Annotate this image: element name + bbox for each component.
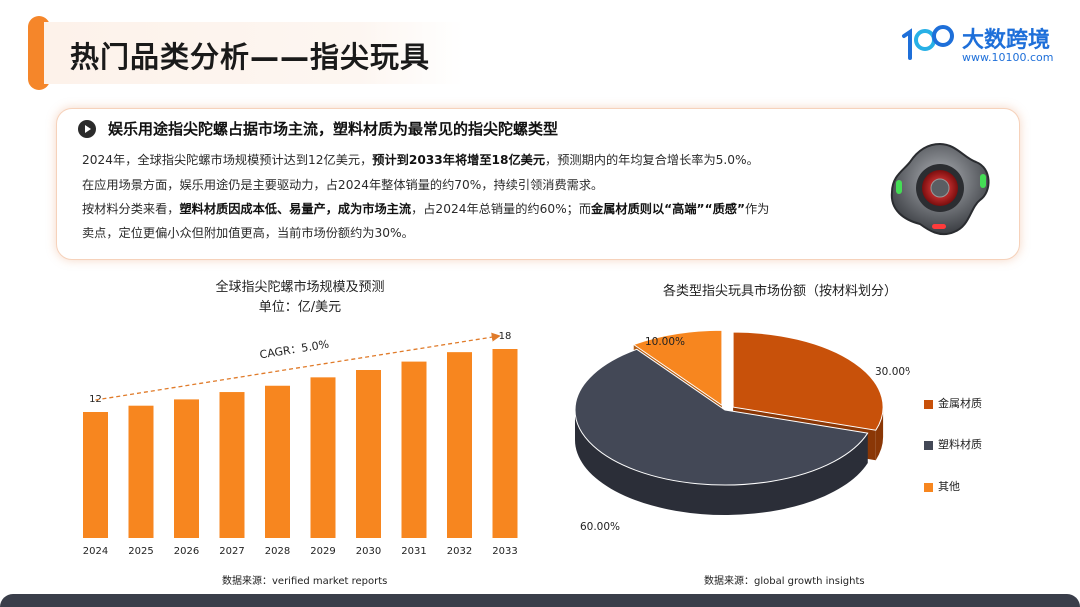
summary-paragraph-1: 2024年，全球指尖陀螺市场规模预计达到12亿美元，预计到2033年将增至18亿… <box>82 150 759 170</box>
summary-paragraph-3: 按材料分类来看，塑料材质因成本低、易量产，成为市场主流，占2024年总销量的约6… <box>82 199 769 219</box>
p1-text-a: 2024年，全球指尖陀螺市场规模预计达到12亿美元， <box>82 153 373 167</box>
p3-text-c: ，占2024年总销量的约60%；而 <box>411 202 592 216</box>
pie-label-plastic: 60.00% <box>580 521 620 533</box>
pie-label-metal: 30.00% <box>875 366 910 378</box>
p3-text-b: 塑料材质因成本低、易量产，成为市场主流 <box>179 202 412 216</box>
x-tick-2026: 2026 <box>174 546 199 557</box>
bar-2030 <box>356 370 381 538</box>
bar-2032 <box>447 352 472 538</box>
legend-swatch-metal <box>924 399 933 409</box>
logo-mark-icon <box>902 25 954 60</box>
pie-label-other: 10.00% <box>645 336 685 348</box>
bar-chart-title: 全球指尖陀螺市场规模及预测 <box>215 280 385 295</box>
summary-paragraph-4: 卖点，定位更偏小众但附加值更高，当前市场份额约为30%。 <box>82 226 414 240</box>
x-tick-2025: 2025 <box>128 546 153 557</box>
bar-2024 <box>83 412 108 538</box>
legend-item-other: 其他 <box>924 478 960 494</box>
x-tick-2031: 2031 <box>401 546 426 557</box>
pie-chart-source: 数据来源：global growth insights <box>704 576 865 587</box>
x-tick-2030: 2030 <box>356 546 381 557</box>
bar-2029 <box>310 377 336 538</box>
pie-slice-plastic <box>574 348 869 486</box>
legend-label-other: 其他 <box>938 480 960 493</box>
p1-text-b: 预计到2033年将增至18亿美元 <box>372 153 546 167</box>
summary-paragraph-2: 在应用场景方面，娱乐用途仍是主要驱动力，占2024年整体销量的约70%，持续引领… <box>82 178 604 192</box>
bar-2027 <box>219 392 245 538</box>
cagr-trend-arrow <box>95 332 501 401</box>
x-tick-2032: 2032 <box>447 546 472 557</box>
summary-heading: 娱乐用途指尖陀螺占据市场主流，塑料材质为最常见的指尖陀螺类型 <box>108 120 559 138</box>
legend-swatch-plastic <box>924 440 933 450</box>
x-tick-2024: 2024 <box>83 546 108 557</box>
legend-label-plastic: 塑料材质 <box>938 438 982 451</box>
p1-text-c: ，预测期内的年均复合增长率为5.0%。 <box>545 153 759 167</box>
bar-chart-source: 数据来源：verified market reports <box>222 576 388 587</box>
bar-2033 <box>492 349 518 538</box>
page-title: 热门品类分析——指尖玩具 <box>70 40 431 74</box>
logo-url: www.10100.com <box>962 51 1054 64</box>
legend-item-plastic: 塑料材质 <box>924 436 982 452</box>
p3-text-a: 按材料分类来看， <box>82 202 180 216</box>
p3-text-d: 金属材质则以“高端”“质感” <box>591 202 745 216</box>
cagr-annotation: CAGR：5.0% <box>259 338 330 362</box>
pie-chart-title: 各类型指尖玩具市场份额（按材料划分） <box>662 284 897 299</box>
logo-name: 大数跨境 <box>962 28 1051 53</box>
p3-text-e: 作为 <box>744 202 770 216</box>
legend-item-metal: 金属材质 <box>924 395 982 411</box>
pie-slice-other <box>632 329 723 407</box>
title-band <box>44 22 464 84</box>
bar-2025 <box>128 405 154 538</box>
pie-chart: 30.00% 60.00% 10.00% <box>574 329 910 533</box>
x-tick-2027: 2027 <box>219 546 244 557</box>
bar-chart: 2024 2025 2026 2027 2028 2029 2030 2031 2032 2033… <box>83 331 518 557</box>
x-tick-2028: 2028 <box>265 546 290 557</box>
play-icon <box>78 120 96 138</box>
bar-2026 <box>174 399 199 538</box>
legend-swatch-other <box>924 482 933 492</box>
bar-chart-subtitle: 单位：亿/美元 <box>258 300 342 315</box>
legend-label-metal: 金属材质 <box>938 397 982 410</box>
brand-logo: 大数跨境 www.10100.com <box>900 18 1060 68</box>
x-tick-2029: 2029 <box>310 546 335 557</box>
fidget-spinner-image <box>890 142 990 236</box>
summary-box <box>56 108 1020 260</box>
bottom-bar <box>0 594 1080 607</box>
bar-2028 <box>265 385 290 538</box>
x-tick-2033: 2033 <box>492 546 517 557</box>
bar-2031 <box>401 361 427 538</box>
data-label-2033: 18 <box>499 331 512 342</box>
pie-slice-metal <box>732 331 884 431</box>
